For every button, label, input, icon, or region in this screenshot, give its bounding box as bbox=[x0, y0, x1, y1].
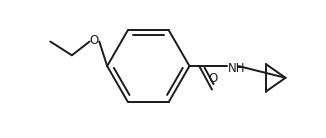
Text: O: O bbox=[90, 34, 99, 47]
Text: O: O bbox=[208, 72, 217, 85]
Text: NH: NH bbox=[228, 62, 245, 75]
